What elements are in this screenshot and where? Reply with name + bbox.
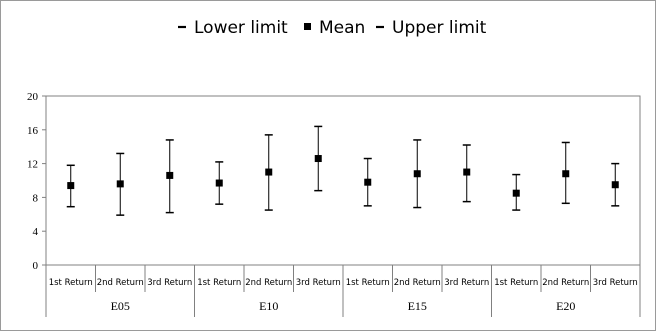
x-group-label: E20	[556, 299, 575, 313]
error-bar-group	[215, 161, 224, 205]
error-bar-group	[314, 125, 323, 192]
legend-label: Lower limit	[194, 18, 288, 38]
error-bar-group	[363, 157, 372, 207]
x-category-label: 3rd Return	[444, 278, 489, 288]
error-bar-group	[66, 164, 75, 208]
plot-area	[45, 95, 641, 266]
y-tick-label: 8	[33, 192, 39, 204]
error-bar-group	[264, 134, 273, 211]
y-axis: 0 4 8 12 16 20	[27, 91, 46, 272]
x-category-label: 1st Return	[197, 278, 241, 288]
x-group-label: E10	[259, 299, 278, 313]
legend-entry-mean: Mean	[304, 18, 365, 38]
x-category-label: 1st Return	[346, 278, 390, 288]
x-axis: 1st Return 2nd Return 3rd Return 1st Return…	[45, 265, 641, 317]
x-category-label: 2nd Return	[245, 278, 292, 288]
x-category-label: 3rd Return	[593, 278, 638, 288]
x-category-label: 2nd Return	[394, 278, 441, 288]
legend-entry-upper-limit: Upper limit	[376, 18, 487, 38]
legend-entry-lower-limit: Lower limit	[178, 18, 288, 38]
y-tick-label: 0	[33, 260, 39, 272]
x-category-label: 2nd Return	[542, 278, 589, 288]
mean-marker	[512, 189, 520, 197]
mean-marker	[265, 168, 273, 176]
data-marks	[66, 125, 620, 216]
mean-marker	[611, 181, 619, 189]
mean-marker	[67, 182, 75, 190]
x-category-label: 2nd Return	[97, 278, 144, 288]
mean-marker	[562, 170, 570, 178]
error-bar-group	[512, 173, 521, 211]
legend-label: Mean	[319, 18, 365, 38]
mean-marker	[463, 168, 471, 176]
mean-marker	[166, 171, 174, 179]
mean-marker	[215, 179, 223, 187]
x-category-label: 1st Return	[494, 278, 538, 288]
legend: Lower limit Mean Upper limit	[178, 18, 487, 38]
x-category-label: 3rd Return	[147, 278, 192, 288]
x-category-label: 3rd Return	[296, 278, 341, 288]
x-group-label: E05	[111, 299, 130, 313]
mean-marker	[364, 178, 372, 186]
y-tick-label: 12	[27, 159, 38, 171]
legend-square-marker	[304, 23, 311, 30]
legend-label: Upper limit	[392, 18, 487, 38]
y-tick-label: 16	[27, 125, 39, 137]
x-category-label: 1st Return	[49, 278, 93, 288]
y-tick-label: 4	[33, 226, 39, 238]
x-group-label: E15	[408, 299, 427, 313]
error-bar-group	[561, 141, 570, 205]
error-bar-group	[165, 139, 174, 214]
error-bar-group	[611, 162, 620, 207]
error-bar-group	[413, 139, 422, 209]
mean-marker	[413, 170, 421, 178]
error-bar-group	[116, 152, 125, 216]
error-bar-group	[462, 144, 471, 203]
mean-marker	[314, 155, 322, 163]
y-tick-label: 20	[27, 91, 39, 103]
mean-marker	[116, 180, 124, 188]
